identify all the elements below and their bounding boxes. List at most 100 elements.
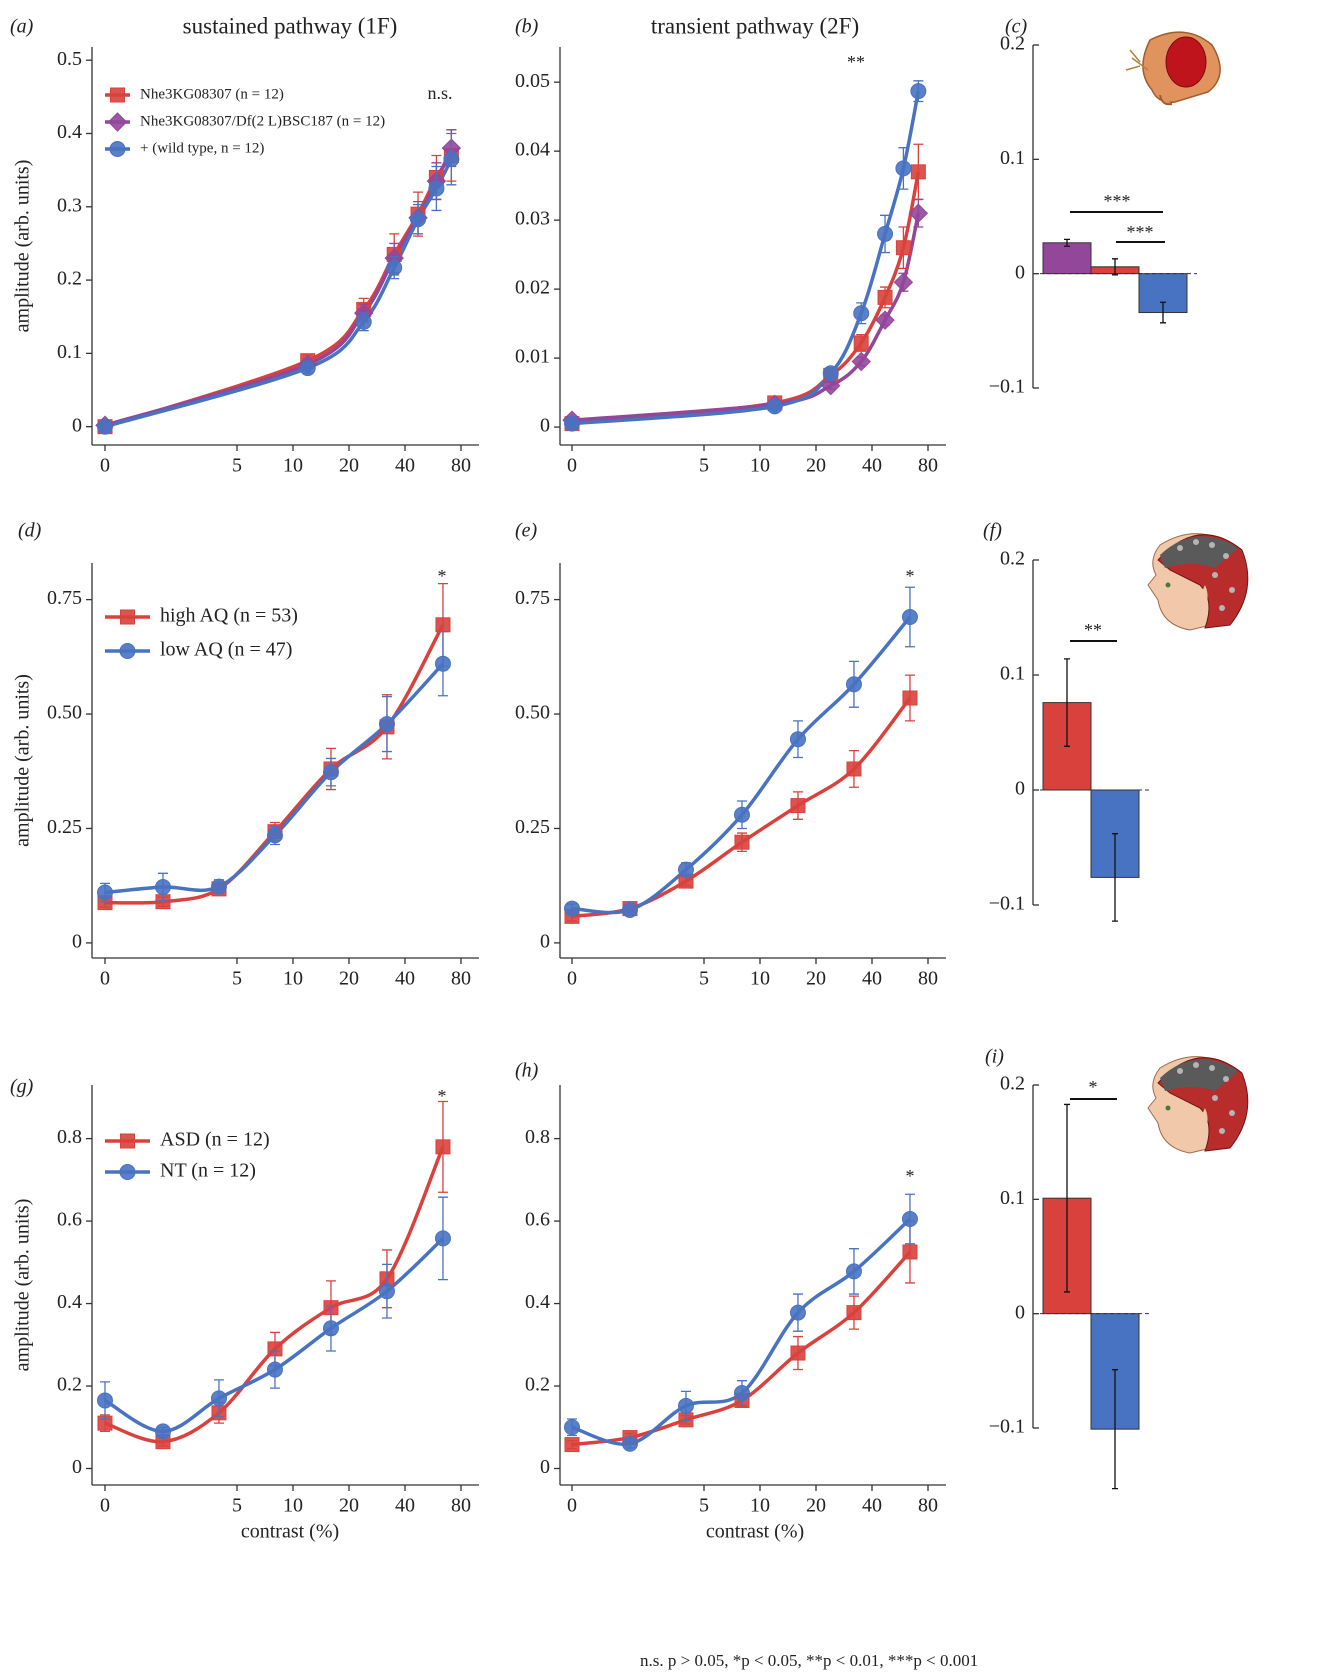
- panel-label: (d): [18, 520, 42, 542]
- y-tick-label: 0: [540, 1456, 550, 1478]
- fit-line: [104, 147, 453, 427]
- y-axis-label: amplitude (arb. units): [12, 674, 34, 847]
- marker: [564, 415, 580, 432]
- marker: [901, 609, 918, 626]
- marker: [902, 1244, 918, 1260]
- marker: [386, 259, 403, 276]
- x-tick-label: 40: [862, 968, 882, 990]
- marker: [845, 1263, 862, 1280]
- fit-line: [104, 662, 445, 895]
- error-bar: [1160, 301, 1166, 324]
- marker: [97, 1392, 113, 1409]
- y-tick-label: 0.2: [57, 1374, 82, 1396]
- x-tick-label: 20: [339, 455, 359, 477]
- y-tick-label: 0.3: [57, 194, 82, 216]
- marker: [410, 211, 427, 228]
- marker: [851, 351, 871, 372]
- panel-label: (e): [515, 520, 538, 542]
- marker: [733, 806, 750, 823]
- x-tick-label: 0: [567, 968, 577, 990]
- marker: [97, 884, 113, 901]
- marker: [845, 676, 862, 693]
- marker: [895, 240, 911, 256]
- marker: [564, 900, 580, 917]
- marker: [901, 1211, 918, 1228]
- x-tick-label: 80: [918, 1495, 938, 1517]
- y-tick-label: 0.50: [47, 702, 82, 724]
- marker: [299, 360, 316, 377]
- significance-label: *: [438, 1086, 447, 1106]
- x-tick-label: 80: [918, 968, 938, 990]
- y-tick-label: 0: [540, 415, 550, 437]
- marker: [910, 83, 927, 100]
- x-tick-label: 10: [283, 455, 303, 477]
- x-tick-label: 40: [395, 1495, 415, 1517]
- fit-line: [104, 623, 445, 905]
- x-tick-label: 20: [806, 1495, 826, 1517]
- bar: [1042, 702, 1092, 791]
- marker: [322, 1320, 339, 1337]
- x-tick-label: 20: [806, 968, 826, 990]
- marker: [789, 1304, 806, 1321]
- significance-label: *: [438, 566, 447, 586]
- y-tick-label: 0.2: [1000, 1073, 1025, 1095]
- significance-label: *: [906, 1166, 915, 1186]
- y-tick-label: 0.05: [515, 70, 550, 92]
- x-axis-label: contrast (%): [241, 1521, 339, 1543]
- y-tick-label: 0.4: [57, 121, 82, 143]
- y-tick-label: 0.1: [1000, 1187, 1025, 1209]
- x-tick-label: 10: [283, 968, 303, 990]
- x-tick-label: 40: [862, 455, 882, 477]
- legend-label: Nhe3KG08307 (n = 12): [140, 86, 284, 102]
- y-tick-label: 0.2: [1000, 548, 1025, 570]
- marker: [119, 643, 136, 659]
- marker: [97, 418, 113, 435]
- y-tick-label: 0.6: [57, 1209, 82, 1231]
- x-tick-label: 5: [232, 455, 242, 477]
- x-tick-label: 0: [567, 1495, 577, 1517]
- marker: [893, 272, 914, 292]
- x-tick-label: 20: [339, 968, 359, 990]
- marker: [908, 203, 929, 223]
- x-tick-label: 10: [750, 968, 770, 990]
- marker: [210, 878, 227, 895]
- y-tick-label: −0.1: [989, 893, 1025, 915]
- legend-label: Nhe3KG08307/Df(2 L)BSC187 (n = 12): [140, 113, 385, 129]
- x-tick-label: 0: [100, 968, 110, 990]
- x-tick-label: 5: [232, 1495, 242, 1517]
- legend-label: NT (n = 12): [160, 1160, 256, 1182]
- y-tick-label: 0.4: [525, 1291, 550, 1313]
- x-tick-label: 40: [395, 455, 415, 477]
- marker: [877, 225, 894, 242]
- marker: [435, 1139, 451, 1155]
- marker: [621, 1435, 638, 1452]
- marker: [355, 313, 372, 330]
- x-axis-label: contrast (%): [706, 1521, 804, 1543]
- y-tick-label: 0: [72, 414, 82, 436]
- x-tick-label: 10: [750, 1495, 770, 1517]
- marker: [266, 1361, 283, 1378]
- marker: [846, 1305, 862, 1321]
- marker: [733, 1385, 750, 1402]
- error-bar: [1064, 1103, 1070, 1293]
- y-tick-label: 0.2: [1000, 33, 1025, 55]
- y-tick-label: −0.1: [989, 1416, 1025, 1438]
- marker: [435, 617, 451, 633]
- significance-label: n.s.: [427, 83, 452, 103]
- marker: [875, 310, 895, 330]
- marker: [821, 375, 841, 396]
- marker: [120, 609, 135, 625]
- marker: [434, 655, 451, 672]
- x-tick-label: 5: [699, 455, 709, 477]
- marker: [107, 112, 128, 132]
- y-tick-label: 0.75: [47, 587, 82, 609]
- y-tick-label: 0.25: [47, 816, 82, 838]
- fit-line: [104, 154, 453, 429]
- marker: [110, 87, 125, 103]
- y-tick-label: 0: [72, 930, 82, 952]
- marker: [677, 861, 694, 878]
- fly-icon: [1125, 31, 1221, 106]
- x-tick-label: 0: [100, 455, 110, 477]
- y-tick-label: −0.1: [989, 376, 1025, 398]
